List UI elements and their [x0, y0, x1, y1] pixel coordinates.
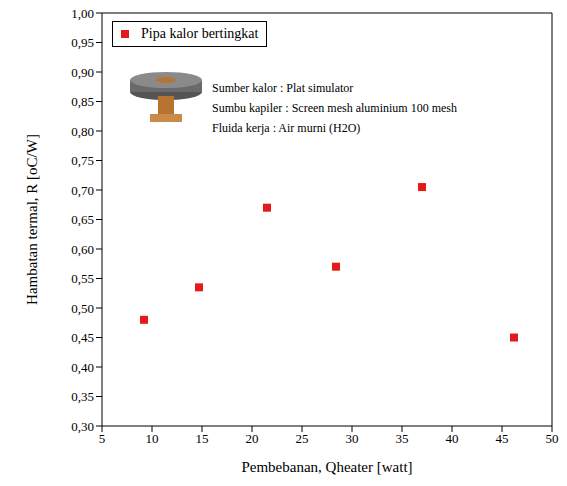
svg-text:10: 10	[146, 431, 159, 446]
svg-text:5: 5	[99, 431, 106, 446]
html-text:Sumber kalor : Plat simulator: Sumber kalor : Plat simulator	[212, 81, 354, 95]
svg-text:0,95: 0,95	[71, 35, 94, 50]
svg-text:45: 45	[496, 431, 509, 446]
svg-text:0,55: 0,55	[71, 271, 94, 286]
svg-text:0,60: 0,60	[71, 242, 94, 257]
svg-text:20: 20	[246, 431, 259, 446]
svg-text:30: 30	[346, 431, 359, 446]
svg-text:25: 25	[296, 431, 309, 446]
svg-text:Pembebanan, Qheater [watt]: Pembebanan, Qheater [watt]	[241, 459, 412, 475]
svg-text:0,75: 0,75	[71, 153, 94, 168]
svg-text:0,70: 0,70	[71, 183, 94, 198]
svg-text:Hambatan termal, R [oC/W]: Hambatan termal, R [oC/W]	[24, 134, 40, 305]
html-text:Sumbu kapiler : Screen mesh al: Sumbu kapiler : Screen mesh aluminium 10…	[212, 101, 457, 115]
svg-text:0,80: 0,80	[71, 124, 94, 139]
svg-text:15: 15	[196, 431, 209, 446]
svg-text:0,40: 0,40	[71, 360, 94, 375]
svg-text:0,45: 0,45	[71, 330, 94, 345]
svg-text:0,85: 0,85	[71, 94, 94, 109]
svg-text:0,65: 0,65	[71, 212, 94, 227]
svg-text:0,30: 0,30	[71, 419, 94, 434]
svg-text:0,35: 0,35	[71, 389, 94, 404]
svg-text:0,90: 0,90	[71, 65, 94, 80]
html-text:Fluida kerja : Air murni (H2O): Fluida kerja : Air murni (H2O)	[212, 121, 361, 135]
svg-text:1,00: 1,00	[71, 6, 94, 21]
svg-text:35: 35	[396, 431, 409, 446]
svg-text:40: 40	[446, 431, 459, 446]
svg-text:0,50: 0,50	[71, 301, 94, 316]
svg-text:50: 50	[546, 431, 559, 446]
html-text:Pipa kalor bertingkat: Pipa kalor bertingkat	[141, 26, 259, 41]
